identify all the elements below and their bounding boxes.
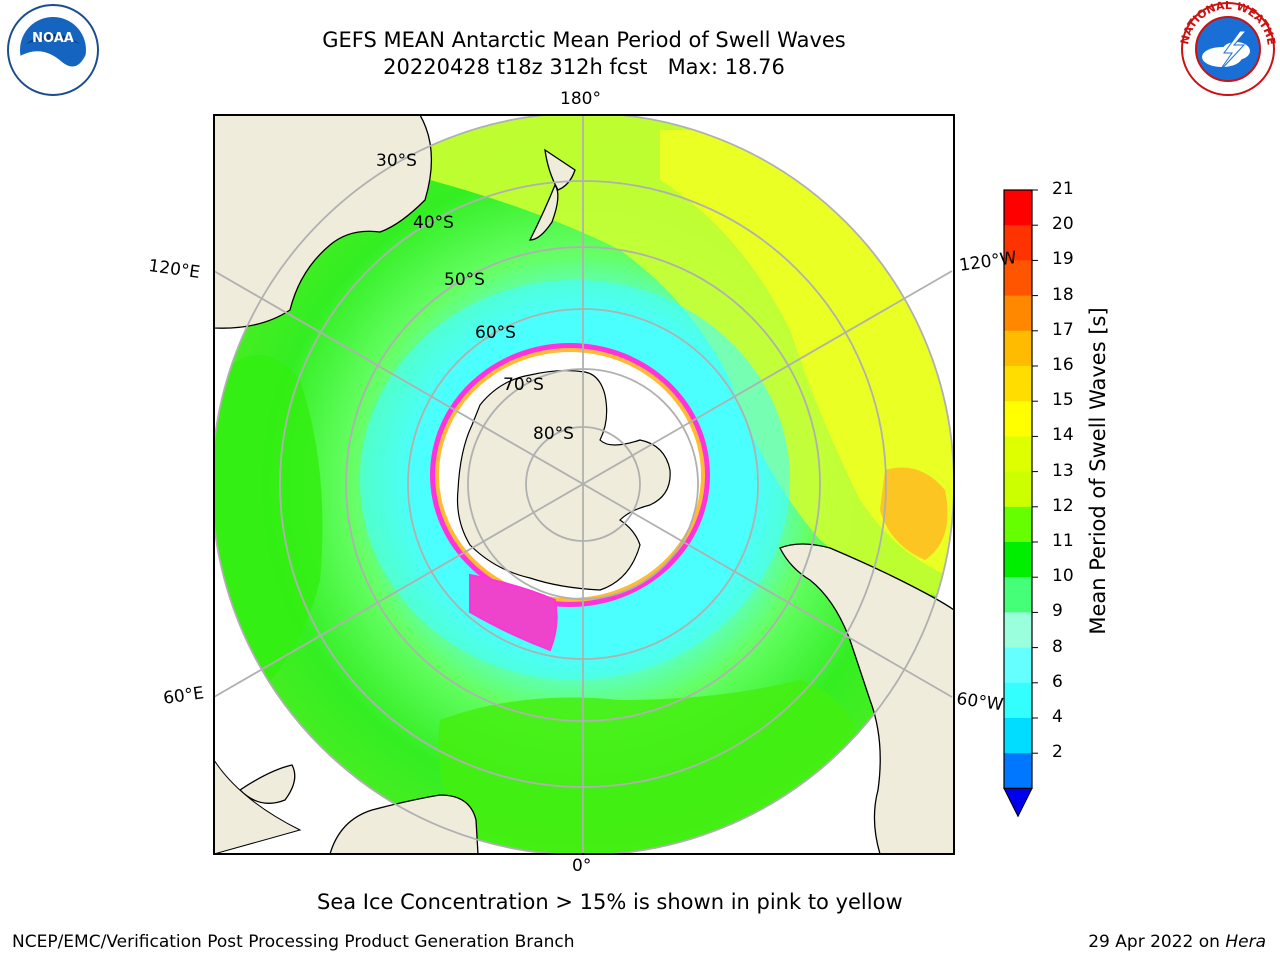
colorbar-tick-label: 16: [1052, 355, 1074, 375]
colorbar-segment: [1004, 260, 1032, 297]
colorbar-tick-label: 13: [1052, 460, 1074, 481]
chart-subtitle: 20220428 t18z 312h fcst Max: 18.76: [383, 55, 785, 79]
colorbar-segment: [1004, 718, 1032, 754]
map-frame: [213, 114, 955, 855]
new-zealand-north-land: [544, 148, 576, 191]
new-zealand-south-land: [528, 183, 559, 241]
nws-logo-icon: NATIONAL WEATHER SERVICE: [1178, 1, 1278, 96]
meridian-label-0: 0°: [572, 856, 592, 876]
colorbar-tick-label: 8: [1052, 636, 1063, 657]
latitude-label-30s: 30°S: [376, 151, 417, 171]
colorbar-tick-label: 17: [1052, 319, 1074, 340]
colorbar-segment: [1004, 471, 1032, 508]
chart-title: GEFS MEAN Antarctic Mean Period of Swell…: [322, 28, 846, 52]
colorbar-segment: [1004, 542, 1032, 578]
colorbar-segment: [1004, 682, 1032, 719]
corner-land-bottom-left: [214, 759, 302, 854]
date-line: 29 Apr 2022 on Hera: [1088, 932, 1266, 952]
colorbar-tick-label: 11: [1052, 531, 1074, 551]
date-text: 29 Apr 2022 on: [1088, 932, 1226, 952]
colorbar-tick-label: 10: [1052, 566, 1074, 587]
weddell-sea-ice: [469, 573, 558, 652]
map-panel: [214, 115, 954, 854]
colorbar-label: Mean Period of Swell Waves [s]: [1086, 307, 1110, 635]
colorbar-segment: [1004, 401, 1032, 437]
latitude-label-50s: 50°S: [444, 270, 485, 290]
colorbar-segment: [1004, 366, 1032, 402]
colorbar-tick-label: 18: [1052, 284, 1074, 305]
sea-ice-footnote: Sea Ice Concentration > 15% is shown in …: [317, 890, 903, 914]
colorbar-outline: [1003, 189, 1033, 790]
colorbar-tick-label: 4: [1052, 707, 1063, 727]
colorbar-tick-label: 20: [1052, 214, 1074, 235]
madagascar-land: [238, 764, 296, 804]
noaa-logo-icon: NOAA: [7, 4, 99, 96]
colorbar-segment: [1004, 295, 1032, 332]
colorbar-tick-label: 15: [1052, 390, 1074, 411]
latitude-label-40s: 40°S: [413, 213, 454, 233]
colorbar-tick-label: 14: [1052, 425, 1074, 446]
latitude-label-70s: 70°S: [503, 375, 544, 395]
colorbar-segment: [1004, 436, 1032, 473]
colorbar-extension-triangle: [1003, 787, 1033, 818]
colorbar-segment: [1004, 647, 1032, 684]
colorbar-segment: [1004, 225, 1032, 261]
antarctica-land: [456, 369, 671, 591]
colorbar-segment: [1004, 612, 1032, 649]
south-america-land: [779, 543, 954, 854]
colorbar-segment: [1004, 190, 1032, 226]
africa-land: [329, 794, 479, 854]
colorbar-tick-label: 2: [1052, 742, 1063, 763]
colorbar-tick-label: 12: [1052, 495, 1074, 516]
colorbar-tick-label: 21: [1052, 179, 1074, 199]
latitude-label-60s: 60°S: [475, 323, 516, 343]
graticule: [214, 115, 954, 854]
colorbar-tick-label: 9: [1052, 601, 1063, 622]
colorbar-tick-label: 19: [1052, 249, 1074, 270]
colorbar-segment: [1004, 753, 1032, 789]
credit-line: NCEP/EMC/Verification Post Processing Pr…: [12, 932, 575, 952]
colorbar-segment: [1004, 577, 1032, 613]
colorbar: [1003, 189, 1038, 818]
pacific-orange-patch: [880, 467, 948, 560]
indian-ocean-green-region: [214, 355, 323, 700]
noaa-logo-text: NOAA: [32, 31, 74, 46]
colorbar-tick-label: 6: [1052, 671, 1063, 692]
latitude-label-80s: 80°S: [533, 424, 574, 444]
meridian-label-180: 180°: [560, 89, 601, 109]
australia-land: [214, 115, 433, 329]
machine-name: Hera: [1225, 932, 1266, 952]
colorbar-segment: [1004, 506, 1032, 543]
colorbar-segment: [1004, 330, 1032, 367]
